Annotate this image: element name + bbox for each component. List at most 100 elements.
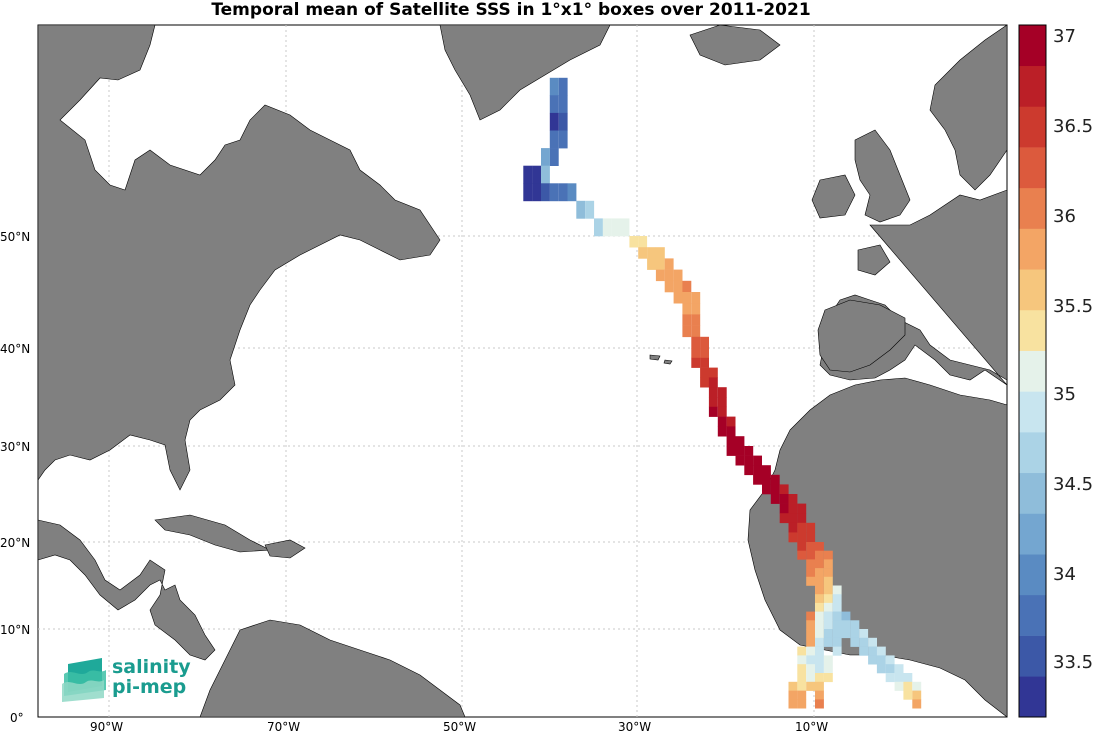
colorbar-segment [1019, 513, 1046, 555]
sss-cell [788, 699, 798, 709]
sss-cell [567, 183, 577, 202]
sss-cell [691, 357, 701, 368]
colorbar-label: 34 [1053, 564, 1076, 585]
sss-cell [823, 664, 833, 674]
sss-cell [797, 503, 807, 514]
colorbar-segment [1019, 594, 1046, 636]
salinity-pimep-logo: salinity pi-mep [62, 656, 197, 706]
sss-cell [806, 559, 816, 569]
sss-cell [541, 183, 550, 202]
logo-text-salinity: salinity [112, 656, 191, 678]
sss-cell [885, 673, 895, 683]
land-cuba [154, 514, 272, 553]
colorbar-frame [1018, 24, 1047, 718]
sss-cell [682, 292, 692, 304]
sss-cell [797, 550, 807, 560]
sss-cell [894, 681, 904, 691]
sss-cell [770, 474, 780, 485]
sss-cell [717, 426, 727, 437]
sss-cell [726, 436, 736, 447]
sss-cell [859, 629, 869, 639]
sss-cell [797, 513, 807, 524]
sss-cell [797, 664, 807, 674]
sss-cell [823, 655, 833, 665]
sss-cell [629, 236, 639, 248]
sss-cell [708, 377, 718, 388]
sss-cell [682, 314, 692, 326]
colorbar-label: 34.5 [1053, 474, 1094, 495]
land-island [663, 359, 673, 365]
sss-cell [806, 637, 816, 647]
sss-cell [806, 522, 816, 533]
sss-cell [823, 576, 833, 586]
sss-cell [708, 397, 718, 408]
sss-cell [549, 130, 559, 149]
sss-cell [788, 681, 798, 691]
sss-cell [788, 522, 798, 533]
sss-cell [762, 465, 771, 476]
sss-cell [806, 681, 816, 691]
sss-cell [673, 280, 683, 293]
lon-label: 70°W [267, 720, 301, 734]
colorbar-segment [1019, 106, 1046, 148]
sss-cell [806, 532, 816, 543]
sss-cell [700, 336, 709, 349]
colorbar-segment [1019, 391, 1046, 433]
sss-cell [876, 664, 886, 674]
land-masses [37, 24, 1008, 718]
sss-cell [638, 247, 648, 259]
sss-cell [815, 559, 824, 569]
sss-cell [823, 559, 833, 569]
sss-cell [903, 690, 913, 700]
colorbar-segment [1019, 269, 1046, 311]
sss-cell [655, 258, 665, 270]
sss-cell [806, 646, 816, 656]
sss-cell [549, 112, 559, 131]
colorbar-label: 36.5 [1053, 116, 1094, 137]
sss-cell [815, 542, 824, 551]
land-south-america [199, 619, 466, 718]
sss-cell [797, 646, 807, 656]
sss-cell [691, 303, 701, 315]
sss-cell [903, 681, 913, 691]
lon-label: 30°W [618, 720, 652, 734]
land-north-america [37, 24, 441, 491]
land-greenland [439, 24, 611, 121]
sss-cell [717, 406, 727, 417]
sss-cell [708, 367, 718, 378]
sss-cell [770, 484, 780, 495]
sss-cell [832, 629, 842, 639]
sss-cell [558, 95, 568, 114]
colorbar-segment [1019, 147, 1046, 189]
sss-cell [779, 513, 789, 524]
lon-label: 10°W [795, 720, 829, 734]
lat-label: 20°N [0, 536, 31, 550]
sss-cell [647, 247, 656, 259]
sss-cell [815, 673, 824, 683]
sss-cell [558, 130, 568, 149]
sss-cell [620, 218, 630, 237]
colorbar [1018, 24, 1047, 718]
sss-cell [832, 594, 842, 604]
sss-cell [770, 494, 780, 504]
sss-cell [815, 664, 824, 674]
sss-cell [788, 532, 798, 543]
land-ireland [811, 174, 856, 219]
sss-cell [717, 416, 727, 427]
sss-cell [797, 673, 807, 683]
sss-cell [841, 629, 851, 639]
sss-cell [717, 397, 727, 408]
sss-cell [532, 183, 541, 202]
sss-cell [876, 646, 886, 656]
sss-cell [815, 576, 824, 586]
sss-cell [823, 585, 833, 595]
sss-cell [779, 484, 789, 495]
sss-cell [664, 280, 674, 293]
sss-cell [815, 655, 824, 665]
sss-cell [797, 532, 807, 543]
sss-cell [541, 148, 550, 166]
sss-cell [815, 594, 824, 604]
sss-cell [744, 465, 754, 476]
sss-cell [717, 387, 727, 398]
sss-cell [903, 673, 913, 683]
